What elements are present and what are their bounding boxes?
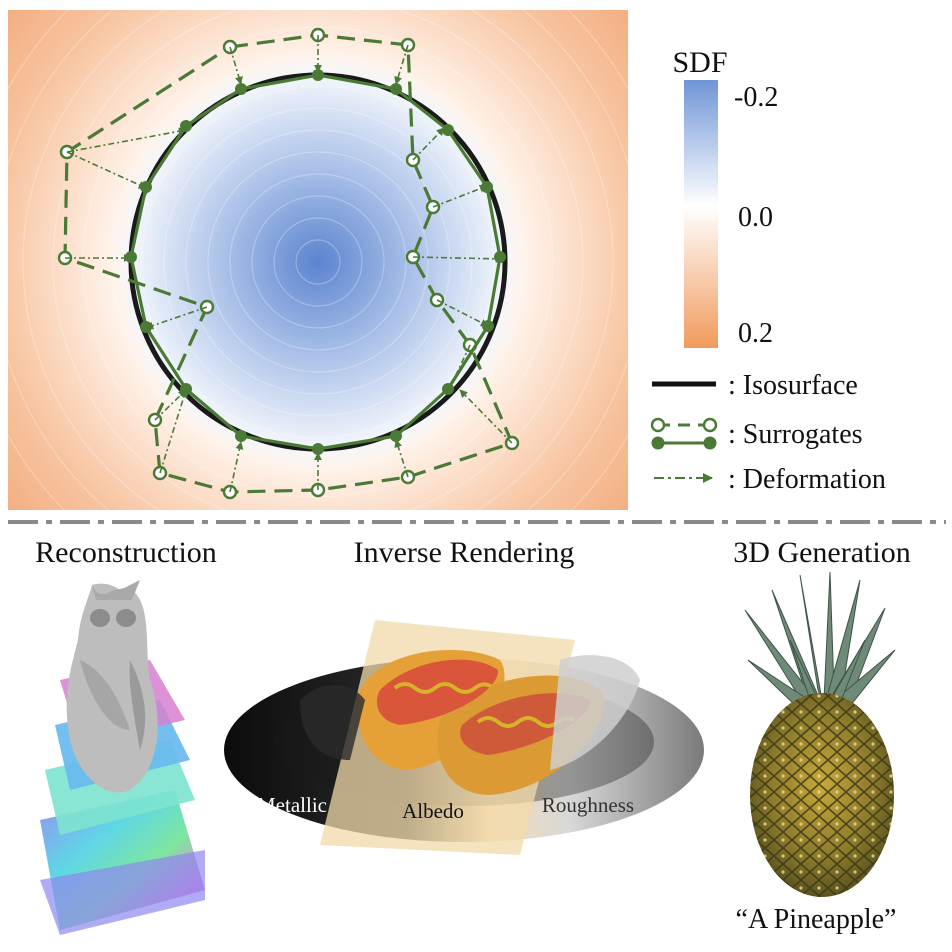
sdf-field-panel — [0, 0, 674, 618]
pineapple-image — [744, 571, 896, 897]
owl-reconstruction-image — [40, 580, 205, 935]
legend-surrogates-swatch — [650, 417, 718, 450]
hotdog-plate-image — [224, 620, 704, 855]
legend-surrogates-label: : Surrogates — [728, 419, 863, 450]
roughness-label: Roughness — [542, 793, 634, 817]
colorbar-title: SDF — [672, 46, 727, 79]
reconstruction-title: Reconstruction — [35, 536, 217, 569]
albedo-label: Albedo — [402, 799, 464, 823]
legend: : Isosurface : Surrogates : Deformation — [650, 370, 886, 495]
colorbar-tick-top: -0.2 — [734, 82, 778, 113]
colorbar: SDF -0.2 0.0 0.2 — [672, 46, 778, 349]
colorbar-tick-bottom: 0.2 — [738, 318, 773, 349]
inner-surrogates — [125, 69, 506, 455]
colorbar-gradient — [684, 80, 718, 348]
legend-deformation-label: : Deformation — [728, 464, 886, 495]
colorbar-tick-mid: 0.0 — [738, 202, 773, 233]
generation-caption: “A Pineapple” — [736, 904, 897, 935]
generation-title: 3D Generation — [733, 536, 910, 569]
legend-isosurface-label: : Isosurface — [728, 370, 858, 401]
metallic-label: Metallic — [257, 793, 327, 817]
inverse-rendering-title: Inverse Rendering — [354, 536, 575, 569]
